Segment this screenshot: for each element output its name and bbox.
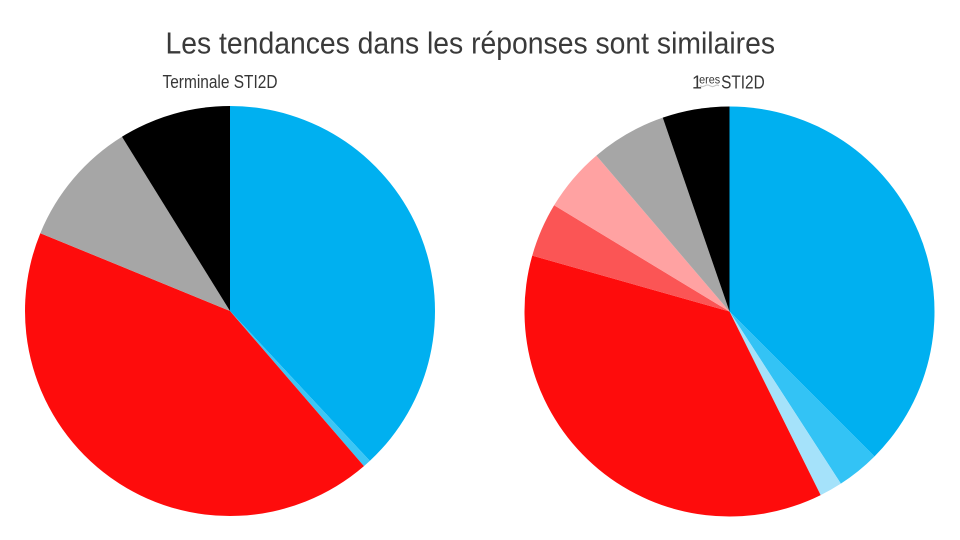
svg-text:Terminale STI2D: Terminale STI2D xyxy=(163,72,278,92)
svg-text:1: 1 xyxy=(692,72,702,92)
svg-text:eres: eres xyxy=(699,73,720,87)
svg-text:STI2D: STI2D xyxy=(721,72,765,92)
svg-text:Les tendances dans les réponse: Les tendances dans les réponses sont sim… xyxy=(166,25,776,60)
